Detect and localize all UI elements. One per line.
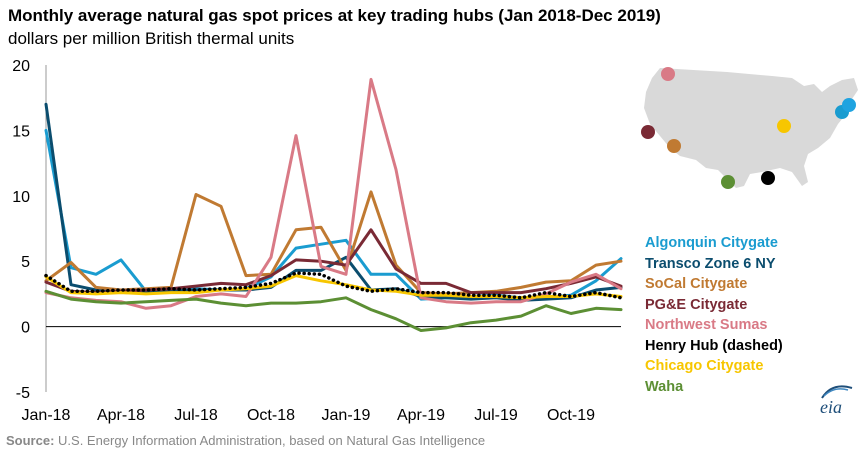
legend-entry: Henry Hub (dashed) [645, 337, 783, 354]
map-dot [761, 171, 775, 185]
x-tick-label: Apr-19 [397, 407, 445, 424]
legend-entry: PG&E Citygate [645, 296, 748, 313]
y-tick-label: 20 [12, 58, 30, 75]
y-tick-label: 15 [12, 123, 30, 140]
us-map-shape [644, 68, 858, 188]
map-dot [842, 98, 856, 112]
eia-logo-text: eia [820, 397, 842, 417]
map-dot [721, 175, 735, 189]
x-tick-label: Oct-19 [547, 407, 595, 424]
x-tick-label: Jan-18 [22, 407, 71, 424]
y-tick-label: 0 [21, 320, 30, 337]
series-line-northwest-sumas [44, 77, 623, 310]
map-dot [667, 139, 681, 153]
source-note: Source: U.S. Energy Information Administ… [6, 433, 485, 448]
legend-entry: Algonquin Citygate [645, 235, 778, 251]
x-tick-label: Jul-19 [474, 407, 518, 424]
source-text: U.S. Energy Information Administration, … [54, 433, 486, 448]
x-tick-label: Jan-19 [322, 407, 371, 424]
y-tick-label: 10 [12, 189, 30, 206]
legend: Algonquin Citygate Transco Zone 6 NY SoCal… [645, 233, 783, 397]
x-tick-label: Jul-18 [174, 407, 218, 424]
map-dot [661, 67, 675, 81]
legend-entry: Northwest Sumas [645, 317, 768, 333]
series-line-waha [44, 289, 623, 332]
series-line-algonquin-citygate [44, 128, 623, 301]
us-map [641, 67, 858, 189]
chart-title: Monthly average natural gas spot prices … [8, 6, 661, 25]
series-line-henry-hub-dashed [44, 271, 623, 300]
x-tick-label: Apr-18 [97, 407, 145, 424]
y-tick-label: -5 [16, 385, 30, 402]
legend-entry: Chicago Citygate [645, 358, 764, 374]
chart-subtitle: dollars per million British thermal unit… [8, 29, 295, 48]
map-dot [641, 125, 655, 139]
legend-entry: Waha [645, 378, 684, 395]
legend-entry: SoCal Citygate [645, 276, 748, 292]
source-label: Source: [6, 433, 55, 448]
y-tick-label: 5 [21, 254, 30, 271]
legend-entry: Transco Zone 6 NY [645, 255, 776, 272]
x-tick-label: Oct-18 [247, 407, 295, 424]
map-dot [777, 119, 791, 133]
eia-logo-icon [821, 385, 853, 399]
